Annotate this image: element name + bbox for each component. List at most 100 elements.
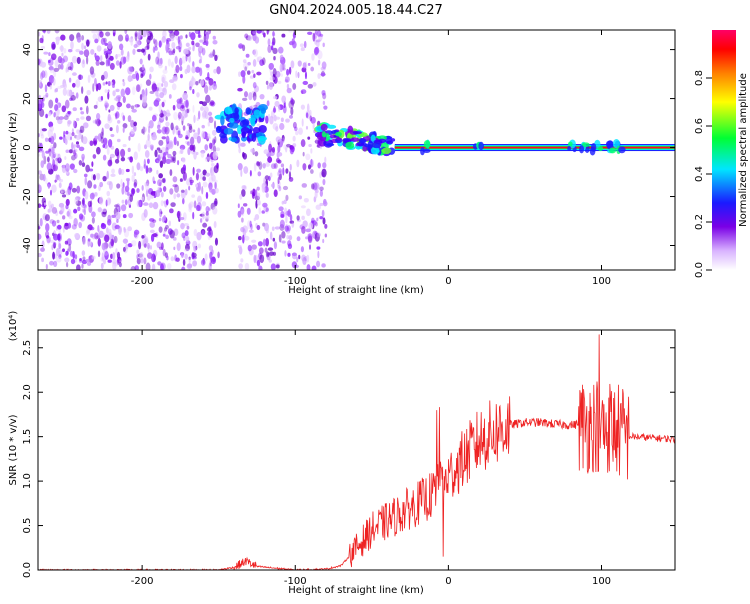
noise-blob	[54, 59, 59, 68]
noise-blob	[143, 158, 146, 168]
noise-blob	[318, 33, 323, 42]
noise-blob	[307, 83, 314, 89]
noise-blob	[38, 144, 41, 153]
noise-blob	[165, 115, 168, 121]
noise-blob	[281, 33, 286, 38]
noise-blob	[304, 71, 308, 80]
noise-blob	[178, 114, 181, 121]
noise-blob	[281, 95, 287, 104]
noise-blob	[194, 66, 201, 73]
spectrogram-xtick-label: 0	[445, 276, 451, 287]
burst-blob	[234, 107, 239, 115]
noise-blob	[183, 223, 189, 227]
noise-blob	[57, 63, 62, 70]
noise-blob	[274, 226, 280, 230]
burst-blob	[228, 122, 239, 129]
noise-blob	[52, 233, 59, 241]
noise-blob	[215, 147, 221, 152]
noise-blob	[133, 121, 138, 127]
noise-blob	[284, 250, 287, 257]
noise-blob	[170, 122, 174, 131]
noise-blob	[205, 94, 211, 104]
transition-blob	[371, 142, 382, 149]
noise-blob	[208, 116, 214, 124]
noise-blob	[100, 223, 107, 230]
noise-blob	[170, 61, 174, 68]
noise-blob	[321, 263, 326, 268]
noise-blob	[84, 190, 89, 200]
noise-blob	[280, 213, 285, 219]
noise-blob	[240, 142, 246, 147]
noise-blob	[261, 185, 266, 193]
noise-blob	[284, 76, 290, 83]
noise-blob	[169, 79, 175, 84]
noise-blob	[316, 260, 321, 268]
noise-blob	[178, 57, 183, 67]
noise-blob	[163, 80, 169, 88]
noise-blob	[53, 260, 58, 268]
noise-blob	[116, 138, 121, 143]
noise-blob	[254, 189, 258, 198]
noise-blob	[50, 53, 57, 61]
noise-blob	[157, 179, 162, 187]
noise-blob	[321, 209, 325, 218]
noise-blob	[298, 127, 303, 135]
noise-blob	[41, 70, 46, 78]
noise-blob	[284, 225, 289, 232]
noise-blob	[109, 153, 115, 159]
noise-blob	[186, 178, 192, 186]
noise-blob	[104, 123, 110, 129]
noise-blob	[291, 261, 298, 269]
noise-blob	[183, 235, 186, 241]
noise-blob	[312, 182, 318, 191]
colorbar-tick-label: 0.0	[694, 262, 705, 278]
noise-blob	[105, 81, 108, 85]
noise-blob	[306, 254, 310, 263]
noise-blob	[302, 80, 309, 86]
noise-blob	[147, 32, 150, 37]
noise-blob	[205, 205, 210, 213]
noise-blob	[214, 187, 219, 194]
noise-blob	[55, 159, 59, 167]
noise-blob	[109, 62, 115, 70]
noise-blob	[310, 148, 313, 154]
noise-blob	[210, 162, 215, 167]
noise-blob	[165, 234, 170, 240]
noise-blob	[138, 240, 142, 250]
noise-blob	[98, 185, 101, 192]
noise-blob	[116, 251, 121, 260]
noise-blob	[262, 202, 268, 208]
noise-blob	[172, 150, 177, 156]
noise-blob	[47, 111, 52, 117]
noise-blob	[244, 33, 249, 39]
noise-blob	[123, 56, 127, 64]
noise-blob	[205, 136, 211, 140]
noise-blob	[202, 110, 207, 118]
noise-blob	[105, 31, 111, 37]
noise-blob	[302, 151, 305, 157]
noise-blob	[118, 262, 122, 268]
noise-blob	[100, 55, 103, 62]
noise-blob	[106, 147, 110, 156]
noise-blob	[64, 135, 68, 144]
noise-blob	[147, 242, 150, 250]
noise-blob	[159, 91, 165, 99]
noise-blob	[90, 233, 94, 238]
noise-blob	[314, 46, 320, 55]
noise-blob	[256, 186, 260, 191]
noise-blob	[163, 126, 169, 133]
noise-blob	[136, 188, 140, 193]
noise-blob	[148, 202, 154, 209]
noise-blob	[124, 30, 128, 35]
noise-blob	[288, 100, 295, 109]
noise-blob	[321, 61, 327, 70]
noise-blob	[40, 134, 45, 139]
noise-blob	[305, 153, 311, 161]
noise-blob	[166, 255, 169, 261]
noise-blob	[192, 46, 195, 52]
noise-blob	[38, 233, 42, 240]
noise-blob	[89, 240, 93, 247]
noise-blob	[297, 71, 300, 79]
noise-blob	[310, 66, 315, 72]
